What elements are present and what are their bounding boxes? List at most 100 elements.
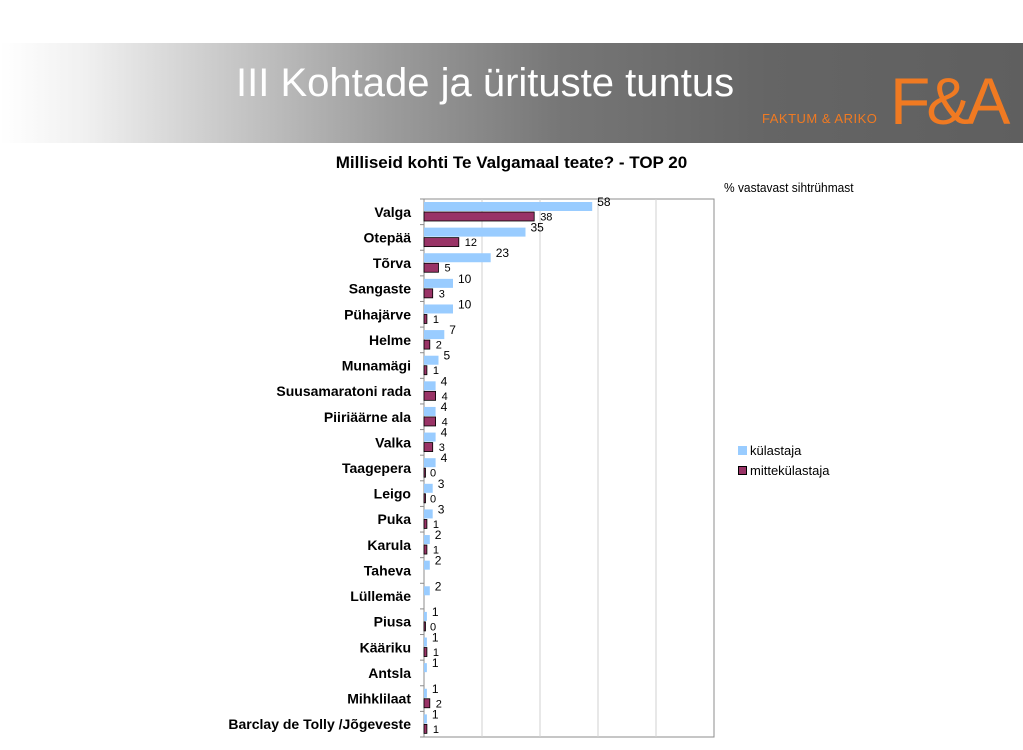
bar-mittekulastaja — [423, 262, 439, 273]
data-label-kulastaja: 5 — [444, 349, 451, 363]
legend-swatch-kulastaja — [738, 445, 747, 455]
data-label-kulastaja: 4 — [441, 400, 448, 414]
category-label: Pühajärve — [344, 306, 411, 322]
category-label: Lüllemäe — [350, 588, 411, 604]
category-label: Valga — [374, 204, 411, 220]
bar-kulastaja — [424, 253, 491, 263]
data-label-kulastaja: 4 — [441, 451, 448, 465]
logo-subtitle: FAKTUM & ARIKO — [762, 111, 878, 126]
category-label: Kääriku — [360, 639, 411, 655]
data-label-mittekulastaja: 4 — [442, 416, 448, 428]
category-label: Sangaste — [349, 281, 411, 297]
data-label-kulastaja: 4 — [441, 426, 448, 440]
category-label: Suusamaratoni rada — [276, 383, 411, 399]
bar-mittekulastaja — [423, 390, 437, 401]
bar-mittekulastaja — [423, 544, 428, 555]
bar-kulastaja — [424, 560, 430, 570]
data-label-mittekulastaja: 38 — [540, 212, 552, 224]
bar-mittekulastaja — [423, 493, 426, 504]
data-label-mittekulastaja: 4 — [442, 391, 448, 403]
data-label-kulastaja: 10 — [458, 297, 472, 311]
legend-swatch-mittekulastaja — [738, 465, 747, 475]
category-label: Helme — [369, 332, 411, 348]
bar-kulastaja — [424, 611, 427, 621]
category-label: Leigo — [374, 486, 411, 502]
data-label-kulastaja: 1 — [432, 605, 439, 619]
category-label: Otepää — [364, 229, 412, 245]
data-label-mittekulastaja: 1 — [433, 519, 439, 531]
data-label-mittekulastaja: 0 — [430, 493, 436, 505]
data-label-kulastaja: 35 — [531, 221, 545, 235]
bar-kulastaja — [424, 304, 453, 314]
data-label-kulastaja: 10 — [458, 272, 472, 286]
chart-title: Milliseid kohti Te Valgamaal teate? - TO… — [335, 153, 688, 172]
bar-mittekulastaja — [423, 237, 460, 248]
bar-mittekulastaja — [423, 621, 426, 632]
data-label-kulastaja: 3 — [438, 502, 445, 516]
bar-mittekulastaja — [423, 467, 426, 478]
data-label-mittekulastaja: 2 — [436, 340, 442, 352]
plot-area — [423, 198, 715, 738]
data-label-mittekulastaja: 1 — [433, 647, 439, 659]
data-label-mittekulastaja: 3 — [439, 442, 445, 454]
bar-kulastaja — [424, 714, 427, 724]
bar-mittekulastaja — [423, 442, 434, 452]
data-label-kulastaja: 4 — [441, 374, 448, 388]
data-label-kulastaja: 2 — [435, 528, 442, 542]
data-label-kulastaja: 2 — [435, 579, 442, 593]
data-label-mittekulastaja: 1 — [433, 365, 439, 377]
category-label: Barclay de Tolly /Jõgeveste — [228, 716, 411, 732]
bar-kulastaja — [424, 432, 436, 442]
data-label-mittekulastaja: 0 — [430, 468, 436, 480]
bar-kulastaja — [424, 586, 430, 596]
bar-mittekulastaja — [423, 647, 428, 657]
legend-label-mittekulastaja: mittekülastaja — [750, 462, 830, 478]
data-label-kulastaja: 58 — [597, 195, 611, 209]
data-label-kulastaja: 7 — [449, 323, 456, 337]
bar-kulastaja — [424, 509, 433, 519]
bar-kulastaja — [424, 202, 593, 211]
chart-legend: külastaja mittekülastaja — [738, 440, 829, 480]
category-label: Puka — [378, 511, 412, 527]
data-label-kulastaja: 1 — [432, 682, 439, 696]
category-label: Piusa — [374, 614, 412, 630]
bar-kulastaja — [424, 278, 453, 288]
svg-text:F&A: F&A — [890, 64, 1010, 137]
bar-kulastaja — [424, 663, 427, 673]
legend-label-kulastaja: külastaja — [750, 442, 802, 458]
category-label: Antsla — [368, 665, 411, 681]
bar-kulastaja — [424, 688, 427, 698]
category-label: Karula — [367, 537, 411, 553]
data-label-mittekulastaja: 12 — [465, 237, 477, 249]
data-label-mittekulastaja: 3 — [439, 288, 445, 300]
bar-kulastaja — [424, 483, 433, 493]
bar-kulastaja — [424, 381, 436, 391]
bar-mittekulastaja — [423, 519, 428, 529]
data-label-kulastaja: 2 — [435, 554, 442, 568]
bar-mittekulastaja — [423, 365, 428, 376]
header-banner: III Kohtade ja ürituste tuntus — [0, 43, 1023, 143]
data-label-kulastaja: 23 — [496, 246, 510, 260]
data-label-mittekulastaja: 5 — [445, 263, 451, 275]
data-label-kulastaja: 1 — [432, 631, 439, 645]
bar-kulastaja — [424, 535, 430, 545]
data-label-kulastaja: 1 — [432, 656, 439, 670]
category-label: Mihklilaat — [347, 691, 411, 707]
bar-kulastaja — [424, 458, 436, 468]
bar-kulastaja — [424, 406, 436, 416]
data-label-mittekulastaja: 0 — [430, 621, 436, 633]
category-label: Taagepera — [342, 460, 411, 476]
category-label: Tõrva — [373, 255, 411, 271]
slide-title: III Kohtade ja ürituste tuntus — [236, 61, 735, 105]
data-label-mittekulastaja: 1 — [433, 724, 439, 736]
bar-kulastaja — [424, 355, 439, 365]
legend-item-kulastaja: külastaja — [738, 440, 829, 460]
bar-kulastaja — [424, 330, 445, 340]
category-label: Valka — [375, 434, 411, 450]
chart-unit-label: % vastavast sihtrühmast — [724, 180, 854, 195]
data-label-mittekulastaja: 2 — [436, 698, 442, 710]
data-label-mittekulastaja: 1 — [433, 314, 439, 326]
faktum-ariko-logo: F&A — [890, 64, 1014, 137]
bar-mittekulastaja — [423, 416, 437, 427]
